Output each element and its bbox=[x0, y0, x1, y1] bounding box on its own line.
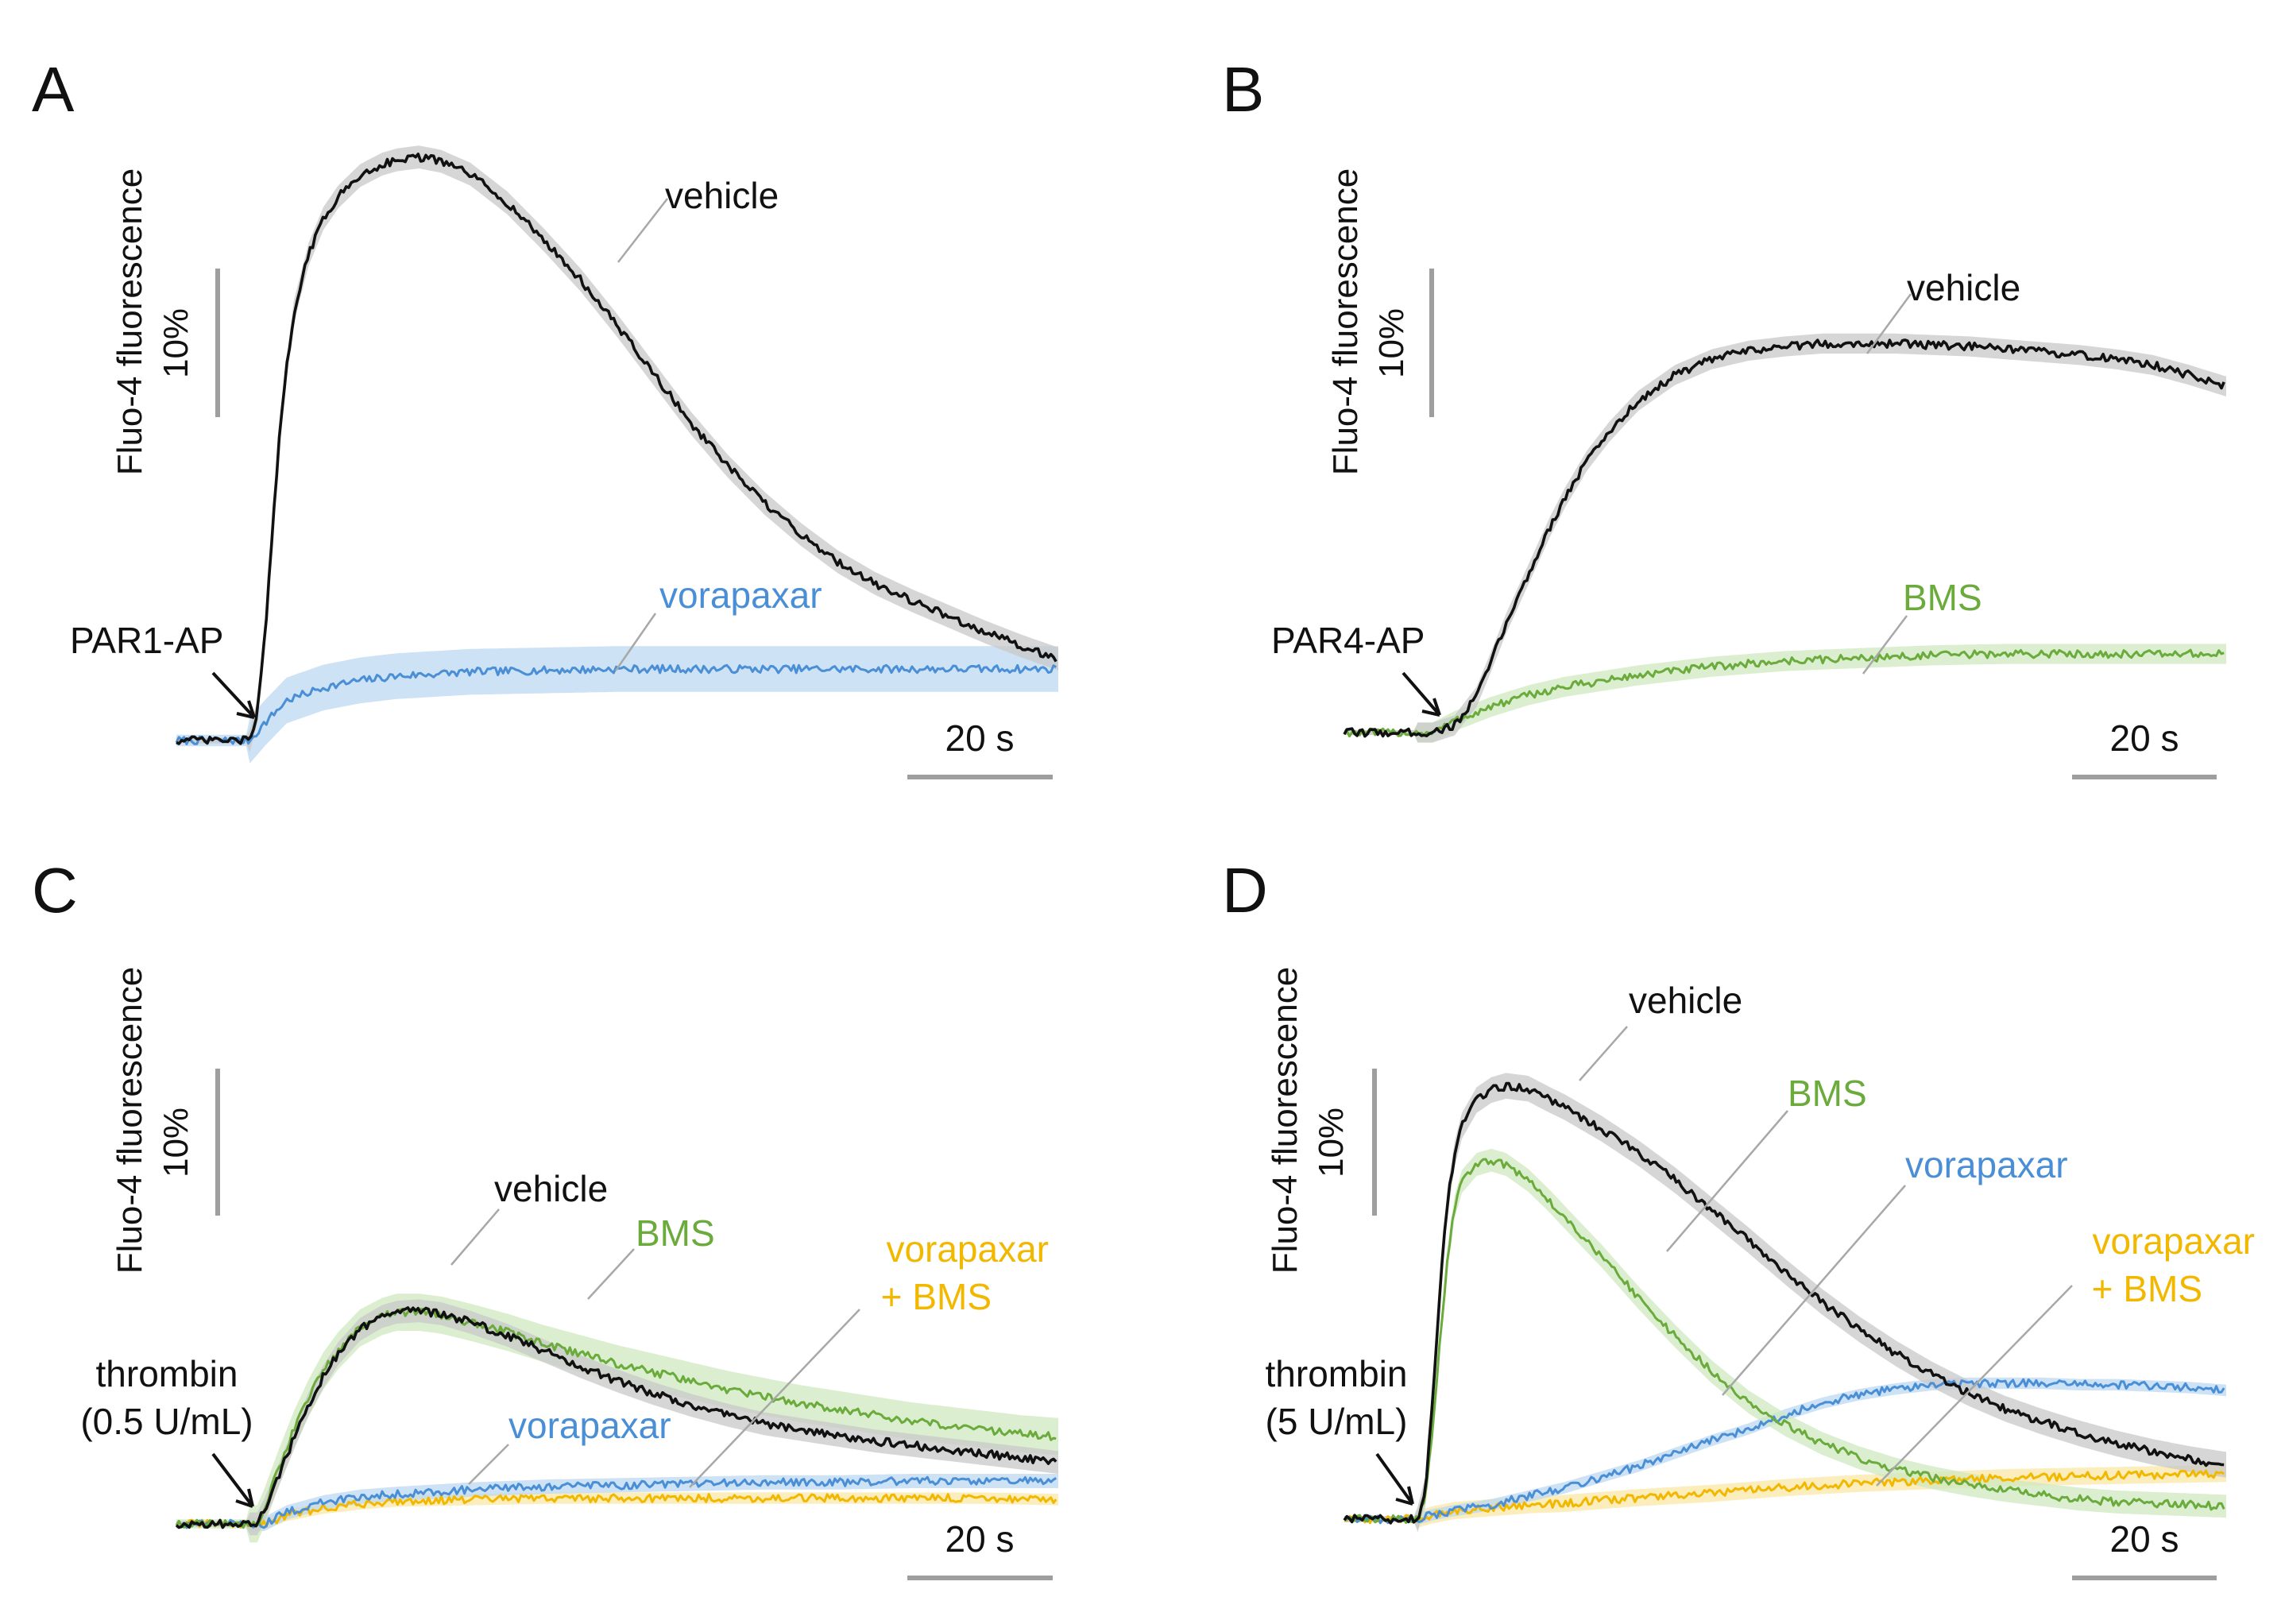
y-axis-label-a: Fluo-4 fluorescence bbox=[110, 168, 149, 475]
sem-band-bms-d bbox=[1344, 1148, 2226, 1531]
x-scale-label-d: 20 s bbox=[2110, 1518, 2179, 1560]
y-scale-label-d: 10% bbox=[1312, 1108, 1351, 1177]
panel-letter-c: C bbox=[32, 855, 78, 926]
label-combo-d-line1: vorapaxar bbox=[2092, 1220, 2255, 1262]
plot-area-c bbox=[175, 1293, 1058, 1543]
stimulus-label-c-line2: (0.5 U/mL) bbox=[80, 1401, 253, 1442]
sem-band-vorapaxar-a bbox=[176, 646, 1058, 764]
stimulus-arrow-b bbox=[1402, 671, 1441, 717]
panel-c: C Fluo-4 fluorescence 10% 20 s thrombin … bbox=[32, 855, 1058, 1580]
callout-vehicle-c bbox=[450, 1208, 500, 1266]
label-combo-c-line2: + BMS bbox=[881, 1276, 992, 1317]
panel-b: B Fluo-4 fluorescence 10% 20 s PAR4-AP v… bbox=[1222, 54, 2226, 779]
x-scale-label-a: 20 s bbox=[945, 717, 1015, 759]
callout-vehicle-a bbox=[617, 198, 668, 263]
label-vehicle-d: vehicle bbox=[1629, 980, 1742, 1021]
label-vorapaxar-c: vorapaxar bbox=[508, 1405, 671, 1446]
sem-band-vehicle-b bbox=[1344, 333, 2226, 743]
label-vehicle-c: vehicle bbox=[494, 1168, 608, 1209]
panel-a: A Fluo-4 fluorescence 10% 20 s PAR1-AP v… bbox=[32, 54, 1058, 779]
callout-vehicle-b bbox=[1866, 293, 1912, 354]
plot-area-a bbox=[175, 145, 1058, 764]
callout-combo-c bbox=[689, 1309, 860, 1488]
label-combo-c-line1: vorapaxar bbox=[886, 1228, 1049, 1270]
panel-d: D Fluo-4 fluorescence 10% 20 s thrombin … bbox=[1222, 855, 2255, 1580]
series-line-vehicle-c bbox=[175, 1306, 1057, 1529]
callout-vehicle-d bbox=[1579, 1026, 1628, 1081]
series-line-vehicle-d bbox=[1343, 1081, 2225, 1525]
series-line-bms-c bbox=[175, 1307, 1057, 1529]
series-line-vehicle-b bbox=[1343, 338, 2225, 738]
panel-letter-b: B bbox=[1222, 54, 1264, 125]
stimulus-arrow-d bbox=[1375, 1452, 1414, 1506]
stimulus-label-d-line2: (5 U/mL) bbox=[1266, 1401, 1408, 1442]
label-vehicle-a: vehicle bbox=[665, 175, 779, 216]
x-scale-label-c: 20 s bbox=[945, 1518, 1015, 1560]
stimulus-arrow-c bbox=[211, 1452, 254, 1508]
stimulus-label-d-line1: thrombin bbox=[1266, 1353, 1408, 1394]
y-scale-label-a: 10% bbox=[157, 308, 195, 378]
label-combo-d-line2: + BMS bbox=[2092, 1268, 2202, 1309]
label-vorapaxar-d: vorapaxar bbox=[1905, 1144, 2068, 1185]
series-line-bms-d bbox=[1343, 1158, 2225, 1524]
callout-bms-d bbox=[1666, 1110, 1788, 1252]
callout-vorapaxar-d bbox=[1722, 1185, 1906, 1396]
callout-vorapaxar-a bbox=[614, 613, 657, 671]
label-bms-b: BMS bbox=[1903, 577, 1982, 618]
series-line-vorapaxar-c bbox=[175, 1475, 1057, 1529]
stimulus-label-b: PAR4-AP bbox=[1271, 620, 1425, 661]
callout-bms-c bbox=[587, 1248, 635, 1300]
label-vorapaxar-a: vorapaxar bbox=[659, 574, 822, 616]
series-line-vehicle-a bbox=[176, 153, 1057, 745]
callout-vorapaxar-c bbox=[468, 1444, 509, 1485]
panel-letter-d: D bbox=[1222, 855, 1268, 926]
x-scale-label-b: 20 s bbox=[2110, 717, 2179, 759]
y-axis-label-d: Fluo-4 fluorescence bbox=[1266, 967, 1305, 1274]
callout-bms-b bbox=[1862, 615, 1908, 675]
sem-band-vorapaxar-c bbox=[176, 1474, 1058, 1531]
label-bms-c: BMS bbox=[636, 1212, 715, 1254]
label-bms-d: BMS bbox=[1788, 1073, 1867, 1114]
callout-combo-d bbox=[1876, 1285, 2073, 1487]
y-scale-label-b: 10% bbox=[1372, 308, 1411, 378]
series-line-vorapaxar-a bbox=[175, 663, 1057, 745]
y-scale-label-c: 10% bbox=[157, 1108, 195, 1177]
y-axis-label-c: Fluo-4 fluorescence bbox=[110, 967, 149, 1274]
series-line-vorapaxar-bms-d bbox=[1344, 1469, 2225, 1525]
y-axis-label-b: Fluo-4 fluorescence bbox=[1326, 168, 1365, 475]
plot-area-b bbox=[1343, 333, 2226, 743]
series-line-vorapaxar-d bbox=[1344, 1378, 2225, 1525]
label-vehicle-b: vehicle bbox=[1907, 267, 2020, 308]
sem-band-vehicle-d bbox=[1344, 1073, 2226, 1533]
series-line-bms-b bbox=[1343, 648, 2225, 738]
stimulus-label-a: PAR1-AP bbox=[70, 620, 223, 661]
stimulus-label-c-line1: thrombin bbox=[96, 1353, 238, 1394]
stimulus-arrow-a bbox=[211, 671, 256, 719]
plot-area-d bbox=[1343, 1073, 2226, 1533]
panel-letter-a: A bbox=[32, 54, 75, 125]
